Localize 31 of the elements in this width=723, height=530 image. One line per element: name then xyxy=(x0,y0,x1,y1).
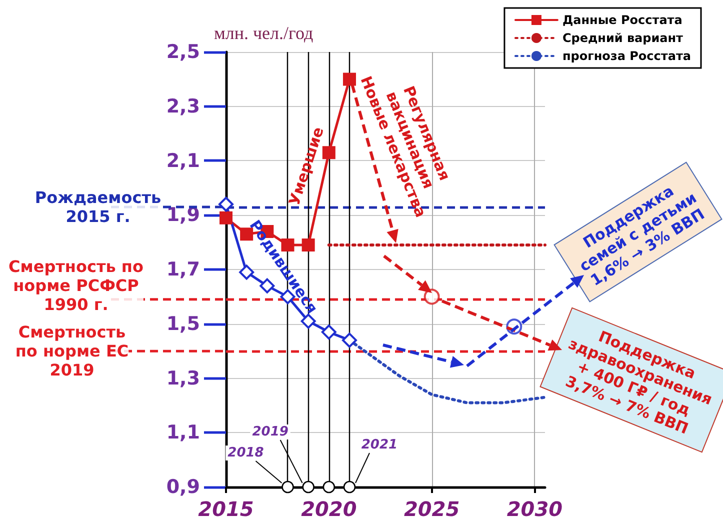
point xyxy=(321,324,336,340)
point xyxy=(300,314,316,329)
legend-label: Средний вариант xyxy=(562,31,684,45)
y-tick-label: 1,9 xyxy=(166,204,200,226)
x-tick-label: 2020 xyxy=(301,497,357,521)
x-tick-label: 2030 xyxy=(506,497,563,521)
point xyxy=(220,211,232,224)
y-tick-label: 1,1 xyxy=(166,422,200,444)
x-tick-label: 2025 xyxy=(404,497,460,521)
y-tick-label: 1,5 xyxy=(166,312,200,335)
y-tick-label: 1,3 xyxy=(166,367,200,390)
ref-line-label: 2018 xyxy=(228,446,264,460)
ref-line-label: Смертность по норме РСФСР 1990 г. xyxy=(8,256,144,314)
point xyxy=(322,146,336,160)
legend-label: прогноза Росстата xyxy=(562,49,692,63)
point xyxy=(342,332,357,348)
point xyxy=(342,72,356,86)
y-axis-title: млн. чел./год xyxy=(214,23,314,43)
legend-label: Данные Росстата xyxy=(562,13,682,27)
ref-line-label: 2019 xyxy=(252,424,288,440)
point xyxy=(424,288,440,305)
ref-line-label: Смертность по норме ЕС 2019 xyxy=(15,322,129,380)
ref-line-label: 2021 xyxy=(361,438,398,452)
x-tick-label: 2015 xyxy=(198,497,254,521)
y-tick-label: 2,3 xyxy=(166,95,200,118)
point xyxy=(218,196,234,212)
ref-line-label: Рождаемость 2015 г. xyxy=(34,188,162,226)
y-tick-label: 2,5 xyxy=(166,41,200,63)
y-tick-label: 1,7 xyxy=(166,258,200,280)
y-tick-label: 2,1 xyxy=(166,150,200,172)
y-tick-label: 0,9 xyxy=(166,476,200,498)
